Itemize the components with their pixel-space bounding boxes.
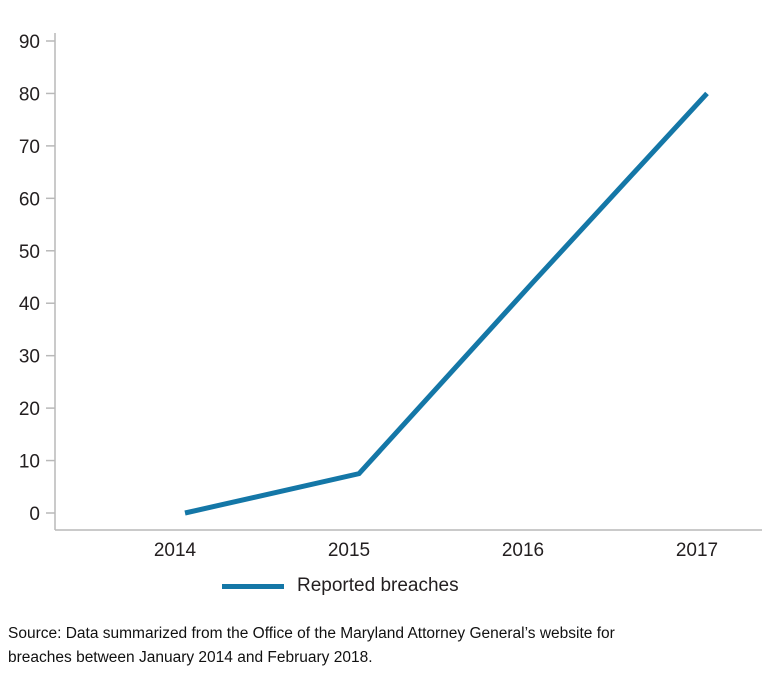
y-tick-label: 70 <box>19 137 40 158</box>
x-tick-label: 2015 <box>328 540 370 561</box>
line-chart: 0 10 20 30 40 50 60 70 80 90 2014 2015 2016 2017 <box>19 32 762 561</box>
y-tick-label: 0 <box>29 504 40 525</box>
source-note: Source: Data summarized from the Office … <box>8 625 615 667</box>
legend-label: Reported breaches <box>297 575 459 596</box>
y-tick-label: 80 <box>19 84 40 105</box>
data-line <box>184 91 709 516</box>
y-tick-label: 90 <box>19 32 40 53</box>
legend: Reported breaches <box>0 574 775 598</box>
x-tick-label: 2016 <box>502 540 544 561</box>
y-tick-label: 40 <box>19 294 40 315</box>
y-tick-label: 30 <box>19 347 40 368</box>
y-tick-label: 10 <box>19 452 40 473</box>
y-tick-label: 20 <box>19 399 40 420</box>
x-tick-label: 2017 <box>676 540 718 561</box>
legend-line-swatch <box>222 583 284 589</box>
y-tick-label: 60 <box>19 189 40 210</box>
y-tick-label: 50 <box>19 242 40 263</box>
x-tick-label: 2014 <box>154 540 197 561</box>
